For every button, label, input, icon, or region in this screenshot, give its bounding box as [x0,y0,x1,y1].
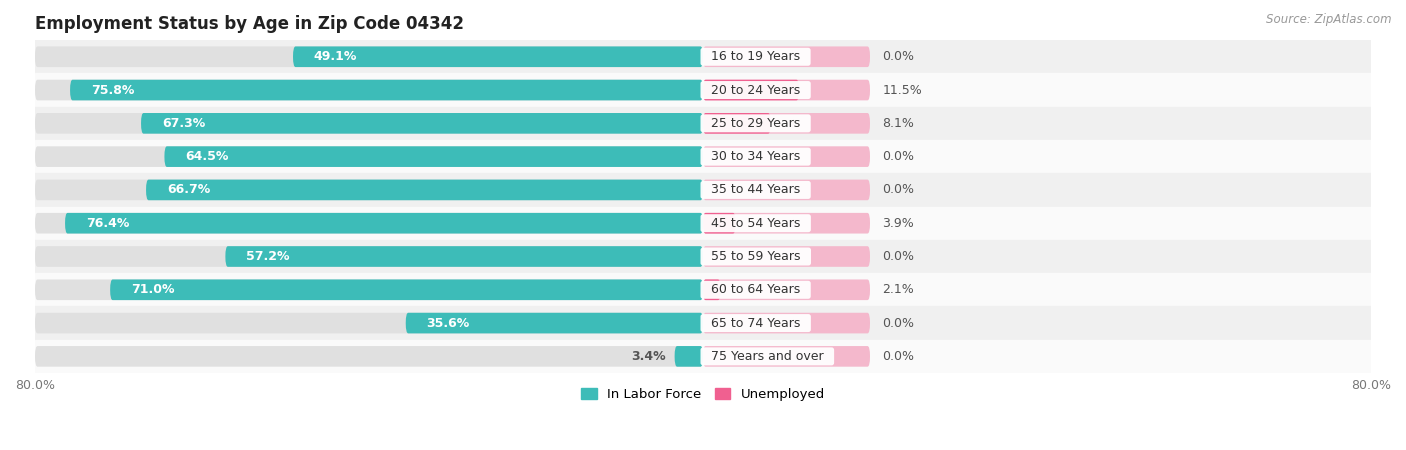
Text: 0.0%: 0.0% [883,150,914,163]
Bar [35,73,1371,107]
Text: 75.8%: 75.8% [91,84,135,97]
FancyBboxPatch shape [703,180,870,200]
FancyBboxPatch shape [110,279,703,300]
Text: 64.5%: 64.5% [186,150,229,163]
FancyBboxPatch shape [35,180,703,200]
Text: 0.0%: 0.0% [883,50,914,63]
FancyBboxPatch shape [675,346,703,367]
Text: 2.1%: 2.1% [883,284,914,296]
FancyBboxPatch shape [146,180,703,200]
Text: 0.0%: 0.0% [883,350,914,363]
FancyBboxPatch shape [292,46,703,67]
FancyBboxPatch shape [165,146,703,167]
FancyBboxPatch shape [35,246,703,267]
Text: 20 to 24 Years: 20 to 24 Years [703,84,808,97]
Text: 71.0%: 71.0% [131,284,174,296]
Text: 3.4%: 3.4% [631,350,666,363]
FancyBboxPatch shape [406,313,703,333]
FancyBboxPatch shape [703,113,870,134]
Text: 75 Years and over: 75 Years and over [703,350,831,363]
Text: 67.3%: 67.3% [162,117,205,130]
Text: 30 to 34 Years: 30 to 34 Years [703,150,808,163]
Text: 55 to 59 Years: 55 to 59 Years [703,250,808,263]
FancyBboxPatch shape [35,346,703,367]
Text: Source: ZipAtlas.com: Source: ZipAtlas.com [1267,14,1392,27]
Text: 66.7%: 66.7% [167,184,209,196]
Text: 35 to 44 Years: 35 to 44 Years [703,184,808,196]
Text: 0.0%: 0.0% [883,317,914,329]
Bar [35,240,1371,273]
FancyBboxPatch shape [703,313,870,333]
FancyBboxPatch shape [35,46,703,67]
Text: 49.1%: 49.1% [314,50,357,63]
FancyBboxPatch shape [703,346,870,367]
FancyBboxPatch shape [703,113,770,134]
Legend: In Labor Force, Unemployed: In Labor Force, Unemployed [575,383,831,406]
Text: 3.9%: 3.9% [883,217,914,230]
Bar [35,273,1371,306]
FancyBboxPatch shape [225,246,703,267]
FancyBboxPatch shape [35,80,703,100]
Text: 60 to 64 Years: 60 to 64 Years [703,284,808,296]
Bar [35,306,1371,340]
FancyBboxPatch shape [703,80,799,100]
Text: 65 to 74 Years: 65 to 74 Years [703,317,808,329]
Text: 11.5%: 11.5% [883,84,922,97]
FancyBboxPatch shape [703,80,870,100]
FancyBboxPatch shape [703,213,870,234]
FancyBboxPatch shape [703,213,735,234]
Text: 16 to 19 Years: 16 to 19 Years [703,50,808,63]
Bar [35,340,1371,373]
Bar [35,107,1371,140]
Text: 76.4%: 76.4% [86,217,129,230]
FancyBboxPatch shape [35,313,703,333]
Bar [35,173,1371,207]
Text: 0.0%: 0.0% [883,250,914,263]
Bar [35,40,1371,73]
Text: 57.2%: 57.2% [246,250,290,263]
FancyBboxPatch shape [141,113,703,134]
FancyBboxPatch shape [703,279,870,300]
FancyBboxPatch shape [35,146,703,167]
FancyBboxPatch shape [35,279,703,300]
FancyBboxPatch shape [35,113,703,134]
Bar [35,140,1371,173]
Text: 35.6%: 35.6% [426,317,470,329]
Text: 8.1%: 8.1% [883,117,914,130]
FancyBboxPatch shape [65,213,703,234]
Bar [35,207,1371,240]
Text: 45 to 54 Years: 45 to 54 Years [703,217,808,230]
Text: Employment Status by Age in Zip Code 04342: Employment Status by Age in Zip Code 043… [35,15,464,33]
Text: 25 to 29 Years: 25 to 29 Years [703,117,808,130]
FancyBboxPatch shape [703,146,870,167]
FancyBboxPatch shape [35,213,703,234]
FancyBboxPatch shape [703,46,870,67]
FancyBboxPatch shape [703,279,720,300]
Text: 0.0%: 0.0% [883,184,914,196]
FancyBboxPatch shape [70,80,703,100]
FancyBboxPatch shape [703,246,870,267]
